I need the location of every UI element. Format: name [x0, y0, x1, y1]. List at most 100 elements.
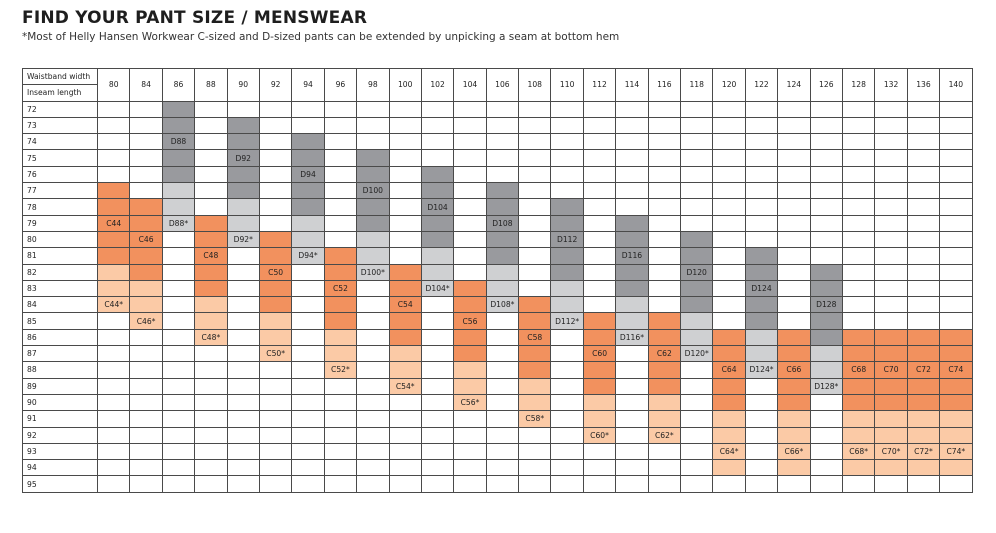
waist-size-header: 88 [194, 68, 228, 102]
size-range-cell [388, 345, 422, 363]
empty-cell [129, 475, 163, 493]
size-range-cell [777, 328, 811, 347]
table-row: 77 D100 [22, 182, 973, 200]
waist-size-header: 92 [258, 68, 293, 102]
empty-cell [809, 393, 843, 412]
empty-cell [777, 312, 811, 330]
empty-cell [323, 475, 358, 493]
size-range-cell [809, 263, 843, 281]
empty-cell [939, 247, 973, 265]
empty-cell [453, 230, 487, 249]
waist-size-header: 126 [809, 68, 843, 102]
table-row: 84 C44* C54 D108* D128 [22, 296, 973, 314]
waist-size-header: 90 [226, 68, 260, 102]
size-range-cell [615, 263, 649, 281]
empty-cell [712, 198, 746, 216]
empty-cell [841, 165, 876, 184]
empty-cell [518, 165, 552, 184]
table-row: 90 C56* [22, 393, 973, 412]
size-range-cell [356, 247, 390, 265]
empty-cell [809, 442, 843, 461]
empty-cell [582, 296, 617, 314]
empty-cell [453, 426, 487, 444]
empty-cell [323, 410, 358, 428]
empty-cell [615, 410, 649, 428]
empty-cell [550, 133, 584, 151]
empty-cell [712, 149, 746, 167]
empty-cell [323, 393, 358, 412]
empty-cell [809, 214, 843, 232]
empty-cell [485, 410, 520, 428]
size-range-cell [777, 459, 811, 477]
empty-cell [647, 475, 682, 493]
size-range-cell [906, 410, 941, 428]
empty-cell [582, 475, 617, 493]
size-range-cell [518, 312, 552, 330]
size-range-cell [323, 312, 358, 330]
empty-cell [96, 345, 131, 363]
size-label-cell: D92 [226, 149, 260, 167]
waist-size-header: 114 [615, 68, 649, 102]
empty-cell [712, 214, 746, 232]
size-range-cell [388, 328, 422, 347]
empty-cell [809, 475, 843, 493]
size-range-cell [550, 214, 584, 232]
empty-cell [744, 475, 779, 493]
size-range-cell [258, 312, 293, 330]
waist-size-header: 136 [906, 68, 941, 102]
size-label-cell: D112* [550, 312, 584, 330]
size-range-cell [323, 247, 358, 265]
empty-cell [161, 279, 196, 298]
empty-cell [226, 279, 260, 298]
empty-cell [906, 247, 941, 265]
waist-size-header: 120 [712, 68, 746, 102]
empty-cell [323, 459, 358, 477]
empty-cell [485, 165, 520, 184]
empty-cell [129, 149, 163, 167]
empty-cell [258, 393, 293, 412]
table-row: 85 C46* C56 D112* [22, 312, 973, 330]
empty-cell [291, 279, 325, 298]
waist-size-header: 140 [939, 68, 973, 102]
empty-cell [615, 182, 649, 200]
empty-cell [939, 230, 973, 249]
empty-cell [744, 442, 779, 461]
waist-size-header: 98 [356, 68, 390, 102]
empty-cell [647, 100, 682, 118]
empty-cell [744, 149, 779, 167]
size-range-cell [841, 377, 876, 395]
size-range-cell [323, 263, 358, 281]
empty-cell [129, 328, 163, 347]
empty-cell [96, 475, 131, 493]
empty-cell [582, 442, 617, 461]
empty-cell [356, 410, 390, 428]
size-label-cell: C60 [582, 345, 617, 363]
empty-cell [680, 475, 714, 493]
empty-cell [388, 247, 422, 265]
inseam-length-cell: 72 [22, 100, 98, 118]
size-range-cell [744, 328, 779, 347]
size-range-cell [680, 247, 714, 265]
empty-cell [226, 263, 260, 281]
waist-size-header: 112 [582, 68, 617, 102]
waist-size-header: 80 [96, 68, 131, 102]
size-range-cell [874, 393, 908, 412]
empty-cell [388, 475, 422, 493]
size-range-cell [194, 230, 228, 249]
empty-cell [906, 100, 941, 118]
empty-cell [161, 328, 196, 347]
size-range-cell [906, 345, 941, 363]
empty-cell [680, 133, 714, 151]
empty-cell [258, 442, 293, 461]
table-row: 91 C58* [22, 410, 973, 428]
empty-cell [582, 165, 617, 184]
empty-cell [388, 116, 422, 135]
empty-cell [582, 279, 617, 298]
size-label-cell: C50* [258, 345, 293, 363]
size-range-cell [744, 312, 779, 330]
size-range-cell [647, 312, 682, 330]
empty-cell [582, 149, 617, 167]
empty-cell [777, 149, 811, 167]
empty-cell [194, 100, 228, 118]
size-range-cell [258, 328, 293, 347]
